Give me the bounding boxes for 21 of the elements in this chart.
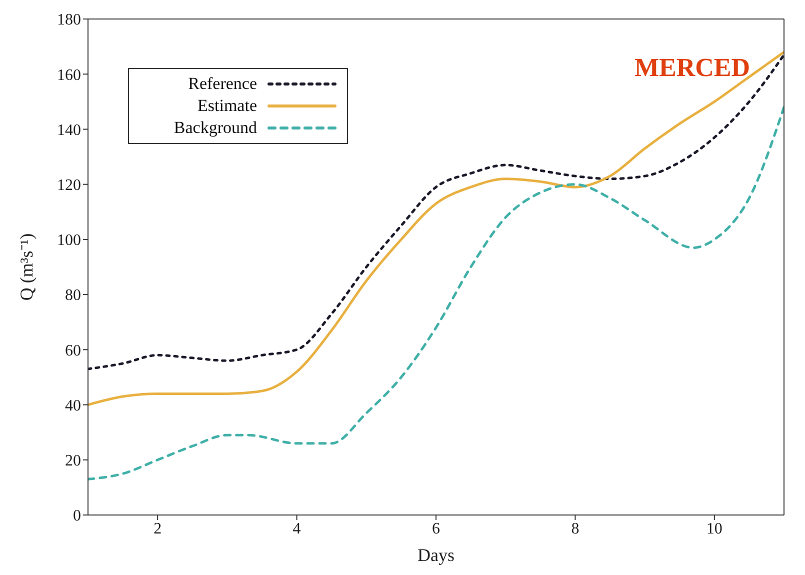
x-tick-label: 8 (571, 520, 580, 538)
annotation: MERCED (634, 53, 750, 83)
y-tick-label: 160 (57, 66, 81, 84)
x-axis-title: Days (418, 545, 454, 565)
x-tick-label: 2 (154, 520, 162, 538)
y-axis-title: Q (m³s⁻¹) (16, 233, 36, 301)
x-tick-label: 4 (292, 520, 301, 538)
y-tick-label: 40 (65, 397, 81, 414)
x-tick-label: 6 (432, 520, 440, 538)
y-tick-label: 120 (57, 177, 81, 194)
y-tick-label: 100 (57, 232, 81, 250)
y-tick-label: 0 (73, 508, 81, 525)
legend-label: Estimate (198, 95, 257, 117)
y-tick-label: 60 (65, 342, 81, 360)
x-tick-label: 10 (706, 520, 722, 538)
y-tick-label: 180 (57, 12, 81, 29)
y-tick-label: 20 (65, 452, 81, 470)
legend-label: Reference (188, 73, 257, 95)
y-tick-label: 80 (65, 287, 81, 304)
legend-label: Background (174, 117, 257, 139)
y-tick-label: 140 (57, 122, 81, 139)
